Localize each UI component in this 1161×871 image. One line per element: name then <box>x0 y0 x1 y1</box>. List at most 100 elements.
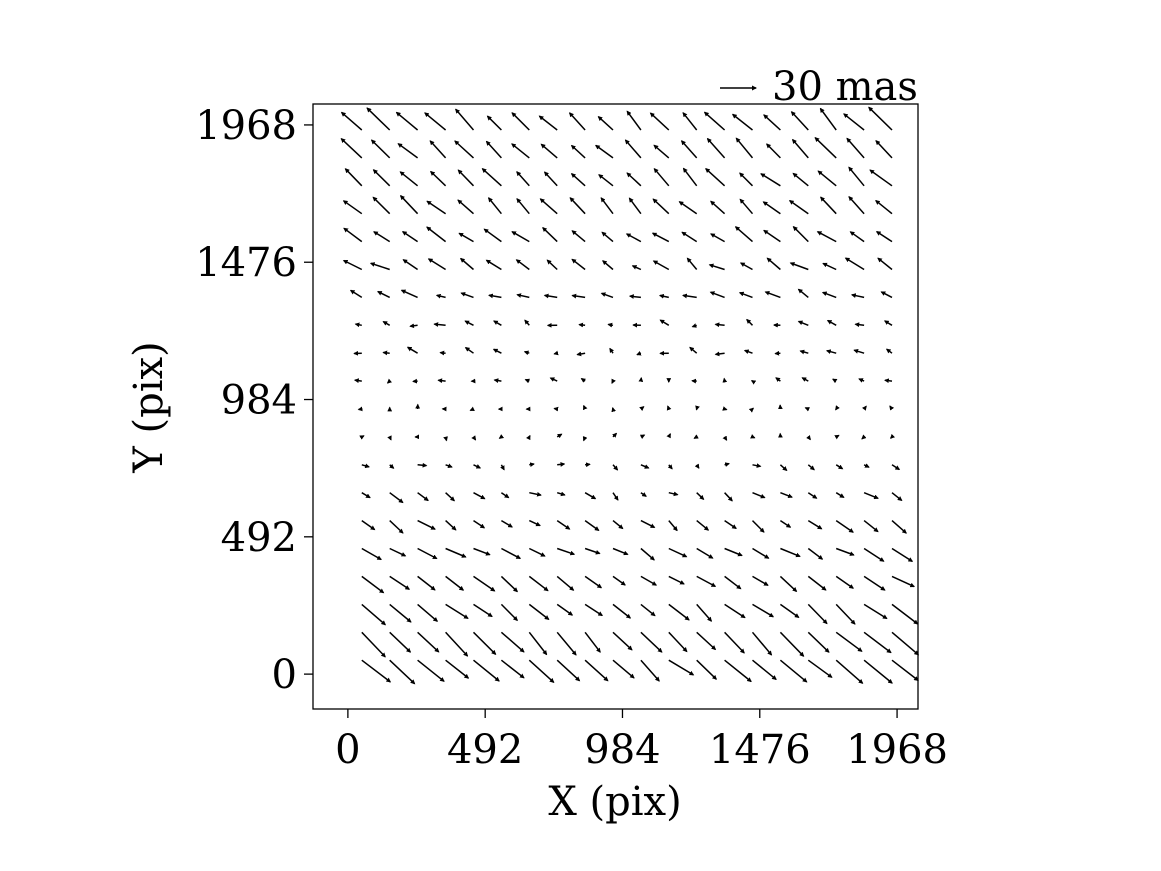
vector-arrow <box>696 492 705 500</box>
vector-arrow <box>735 137 754 159</box>
vector-arrow <box>612 520 624 530</box>
vector-arrow <box>553 406 559 412</box>
vector-arrow <box>612 659 635 679</box>
vector-arrow <box>891 492 903 501</box>
vector-arrow <box>523 350 530 356</box>
quiver-key: 30 mas <box>720 64 918 110</box>
vector-arrow <box>372 169 391 187</box>
vector-arrow <box>526 434 531 441</box>
vector-arrow <box>445 575 465 591</box>
vector-arrow <box>752 603 775 618</box>
vector-arrow <box>437 378 446 384</box>
vector-arrow <box>556 603 574 616</box>
vector-arrow <box>609 347 615 354</box>
vector-arrow <box>751 631 773 656</box>
vector-arrow <box>473 519 486 529</box>
vector-arrow <box>389 659 416 685</box>
vector-arrow <box>792 226 809 243</box>
vector-arrow <box>481 168 502 187</box>
vector-arrow <box>696 575 717 588</box>
vector-arrow <box>801 377 809 382</box>
vector-arrow <box>653 167 670 187</box>
vector-arrow <box>524 319 530 326</box>
vector-arrow <box>752 547 770 559</box>
vector-arrow <box>858 378 865 383</box>
vector-arrow <box>528 603 550 620</box>
vector-arrow <box>751 520 765 533</box>
vector-arrow <box>457 199 474 215</box>
vector-arrow <box>880 291 893 299</box>
vector-arrow <box>804 407 810 412</box>
vector-arrow <box>636 351 642 356</box>
vector-arrow <box>353 378 362 384</box>
vector-arrow <box>686 257 698 270</box>
vector-arrow <box>775 377 781 383</box>
vector-arrow <box>835 575 854 589</box>
vector-arrow <box>389 631 412 653</box>
vector-arrow <box>395 111 419 131</box>
vector-arrow <box>389 463 395 469</box>
vector-arrow <box>492 348 502 354</box>
vector-arrow <box>340 111 363 131</box>
vector-arrow <box>343 227 363 243</box>
vector-arrow <box>752 659 777 681</box>
vector-arrow <box>389 603 412 623</box>
y-tick-label: 492 <box>221 515 297 561</box>
vector-arrow <box>863 492 879 500</box>
vector-arrow <box>807 547 824 560</box>
vector-arrow <box>861 434 867 440</box>
vector-arrow <box>584 603 604 617</box>
vector-arrow <box>600 197 614 215</box>
vector-arrow <box>817 170 837 187</box>
vector-arrow <box>706 137 726 159</box>
plot-frame <box>312 103 919 710</box>
vector-arrow <box>556 519 571 530</box>
vector-arrow <box>797 288 809 298</box>
vector-arrow <box>597 116 614 131</box>
vector-arrow <box>556 433 563 439</box>
vector-arrow <box>349 289 363 299</box>
vector-arrow <box>628 197 642 215</box>
vector-arrow <box>779 631 805 657</box>
vector-arrow <box>500 659 525 679</box>
vector-arrow <box>557 462 566 467</box>
vector-arrow <box>668 491 679 497</box>
vector-arrow <box>488 293 502 299</box>
vector-arrow <box>639 406 645 411</box>
vector-arrow <box>473 547 491 556</box>
vector-arrow <box>814 137 837 159</box>
vector-arrow <box>511 143 530 159</box>
vector-arrow <box>406 346 418 354</box>
vector-arrow <box>739 198 754 215</box>
vector-arrow <box>703 111 726 131</box>
vector-arrow <box>682 112 698 131</box>
vector-arrow <box>389 547 407 557</box>
vector-arrow <box>696 631 717 651</box>
vector-arrow <box>612 631 633 651</box>
vector-arrow <box>454 140 475 159</box>
vector-arrow <box>571 230 586 243</box>
vector-arrow <box>570 173 586 187</box>
vector-arrow <box>705 168 726 187</box>
vector-arrow <box>500 631 525 653</box>
vector-arrow <box>361 659 392 683</box>
vector-arrow <box>710 200 726 215</box>
vector-arrow <box>542 227 558 243</box>
vector-arrow <box>680 140 698 159</box>
vector-arrow <box>691 323 697 328</box>
vector-arrow <box>739 262 753 271</box>
vector-arrow <box>459 257 474 271</box>
vector-arrow <box>543 171 558 187</box>
vector-arrow <box>738 291 753 299</box>
vector-arrow <box>571 258 586 271</box>
vector-arrow <box>750 434 756 439</box>
vector-arrow <box>863 575 886 591</box>
vector-arrow <box>485 140 502 159</box>
vector-arrow <box>640 464 650 469</box>
vector-arrow <box>493 378 502 383</box>
vector-arrow <box>445 631 469 657</box>
vector-arrow <box>556 491 566 497</box>
vector-arrow <box>848 195 865 215</box>
x-axis-label: X (pix) <box>548 779 681 825</box>
vector-arrow <box>779 575 798 593</box>
